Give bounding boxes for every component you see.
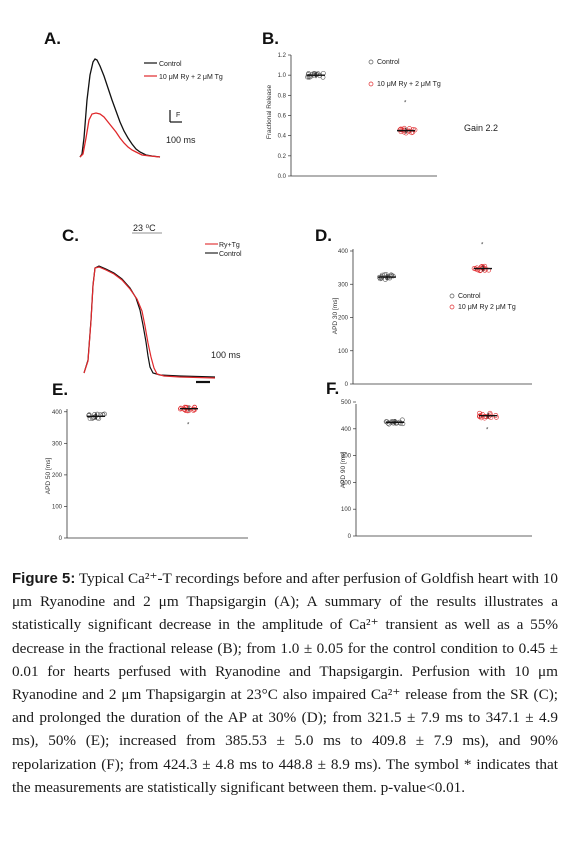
caption-text: Typical Ca²⁺-T recordings before and aft… — [12, 570, 558, 796]
y-tick-label: 200 — [341, 480, 352, 486]
panel-c-scale-time: 100 ms — [211, 350, 241, 360]
panel-b-chart: Fractional Release Control 10 μM Ry + 2 … — [266, 53, 498, 180]
y-tick-label: 0 — [59, 536, 63, 542]
y-tick-label: 0.0 — [278, 174, 287, 180]
panel-c-legend: Ry+Tg Control — [205, 242, 242, 258]
y-tick-label: 0 — [348, 534, 352, 540]
gain-note: Gain 2.2 — [464, 123, 498, 133]
y-tick-label: 1.2 — [278, 53, 287, 59]
y-tick-label: 300 — [338, 282, 349, 288]
data-point — [192, 407, 198, 412]
figure-caption: Figure 5: Typical Ca²⁺-T recordings befo… — [12, 567, 558, 799]
y-tick-label: 0.4 — [278, 134, 287, 140]
panel-c-traces — [83, 265, 216, 379]
data-point — [86, 413, 92, 418]
y-tick-label: 400 — [52, 410, 63, 416]
scale-f-label: F — [176, 112, 180, 119]
data-point — [399, 127, 405, 133]
y-tick-label: 100 — [341, 507, 352, 513]
y-tick-label: 100 — [338, 349, 349, 355]
panel-d-ylabel: APD 30 [ms] — [332, 298, 339, 335]
panel-f-label: F. — [326, 379, 339, 398]
panel-c-legend-control: Control — [219, 251, 242, 258]
y-tick-label: 400 — [338, 249, 349, 255]
panel-e-chart: APD 50 [ms] 0 100 200 300 400 * — [45, 404, 248, 542]
y-tick-label: 0.2 — [278, 154, 287, 160]
y-tick-label: 200 — [338, 316, 349, 322]
data-point — [398, 420, 403, 426]
significance-star: * — [486, 428, 489, 434]
panel-c-treated-trace — [83, 266, 216, 379]
legend-treated: 10 μM Ry + 2 μM Tg — [159, 74, 223, 81]
significance-star: * — [404, 101, 407, 107]
panel-c-temperature: 23 ⁰C — [133, 223, 156, 233]
panel-e-ylabel: APD 50 [ms] — [45, 458, 52, 495]
panel-c-control-trace — [83, 265, 216, 378]
panel-a-traces — [79, 58, 161, 158]
data-point — [314, 72, 320, 77]
panel-a-label: A. — [44, 29, 61, 48]
panel-d-legend-control: Control — [458, 293, 481, 300]
panel-b-legend-treated: 10 μM Ry + 2 μM Tg — [377, 81, 441, 88]
panel-b-legend-control: Control — [377, 59, 400, 66]
data-point — [387, 275, 393, 281]
y-tick-label: 0.8 — [278, 93, 287, 99]
caption-lead: Figure 5: — [12, 570, 76, 587]
y-tick-label: 1.0 — [278, 73, 287, 79]
data-point — [390, 273, 396, 279]
panel-a-control-trace — [79, 58, 161, 158]
panel-b-label: B. — [262, 29, 279, 48]
y-tick-label: 300 — [341, 454, 352, 460]
panel-a-scale-bar: F 100 ms — [166, 110, 196, 145]
panel-f-ylabel: APD 90 [ms] — [340, 452, 347, 489]
y-tick-label: 300 — [52, 441, 63, 447]
data-point — [397, 127, 403, 133]
significance-star: * — [481, 243, 484, 249]
data-point — [475, 267, 481, 273]
panel-f-chart: APD 90 [ms] 0 100 200 300 400 500 * — [340, 400, 532, 540]
y-tick-label: 0 — [345, 382, 349, 388]
panel-d-chart: APD 30 [ms] Control 10 μM Ry 2 μM Tg 0 10… — [332, 243, 532, 388]
y-tick-label: 400 — [341, 427, 352, 433]
panel-d-legend-treated: 10 μM Ry 2 μM Tg — [458, 304, 516, 311]
significance-star: * — [187, 423, 190, 429]
panel-a-legend: Control 10 μM Ry + 2 μM Tg — [144, 61, 223, 81]
panel-b-ylabel: Fractional Release — [266, 85, 273, 140]
data-point — [400, 421, 406, 427]
panel-e-label: E. — [52, 380, 68, 399]
figure-5: A. Control 10 μM Ry + 2 μM Tg F 100 ms B… — [44, 29, 532, 542]
y-tick-label: 200 — [52, 473, 63, 479]
scale-time-label: 100 ms — [166, 135, 196, 145]
panel-a-treated-trace — [79, 112, 161, 158]
y-tick-label: 100 — [52, 504, 63, 510]
panel-d-label: D. — [315, 226, 332, 245]
y-tick-label: 0.6 — [278, 114, 287, 120]
y-tick-label: 500 — [341, 400, 352, 406]
panel-c-legend-rytg: Ry+Tg — [219, 242, 240, 249]
data-point — [385, 420, 391, 426]
panel-c-label: C. — [62, 226, 79, 245]
legend-control: Control — [159, 61, 182, 68]
